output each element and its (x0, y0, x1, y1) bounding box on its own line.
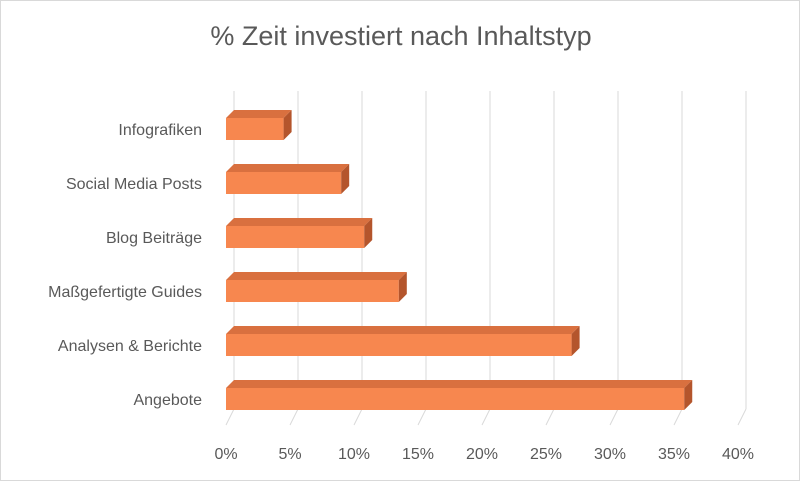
x-tick-label: 30% (594, 446, 626, 463)
category-label: Angebote (133, 392, 202, 409)
x-tick-labels: 0% 5% 10% 15% 20% 25% 30% 35% 40% (214, 446, 754, 463)
category-labels: Infografiken Social Media Posts Blog Beitr… (48, 122, 202, 409)
gridline (225, 91, 235, 426)
category-label: Infografiken (118, 122, 202, 139)
bar (226, 272, 407, 302)
bar (226, 110, 292, 140)
bar (226, 164, 350, 194)
gridline (737, 91, 747, 426)
x-tick-label: 15% (402, 446, 434, 463)
category-label: Maßgefertigte Guides (48, 284, 202, 301)
gridline (673, 91, 683, 426)
gridline (609, 91, 619, 426)
x-tick-label: 0% (214, 446, 237, 463)
category-label: Social Media Posts (66, 176, 202, 193)
category-label: Blog Beiträge (106, 230, 202, 247)
x-tick-label: 40% (722, 446, 754, 463)
x-tick-label: 20% (466, 446, 498, 463)
gridline (481, 91, 491, 426)
bars (226, 110, 693, 410)
x-tick-label: 5% (278, 446, 301, 463)
chart-title: % Zeit investiert nach Inhaltstyp (210, 21, 592, 51)
gridline (545, 91, 555, 426)
gridline (417, 91, 427, 426)
category-label: Analysen & Berichte (58, 338, 202, 355)
x-tick-label: 25% (530, 446, 562, 463)
x-tick-label: 10% (338, 446, 370, 463)
gridline (353, 91, 363, 426)
bar (226, 218, 373, 248)
gridline (289, 91, 299, 426)
bar (226, 326, 580, 356)
gridlines (225, 91, 747, 426)
x-tick-label: 35% (658, 446, 690, 463)
bar (226, 380, 693, 410)
